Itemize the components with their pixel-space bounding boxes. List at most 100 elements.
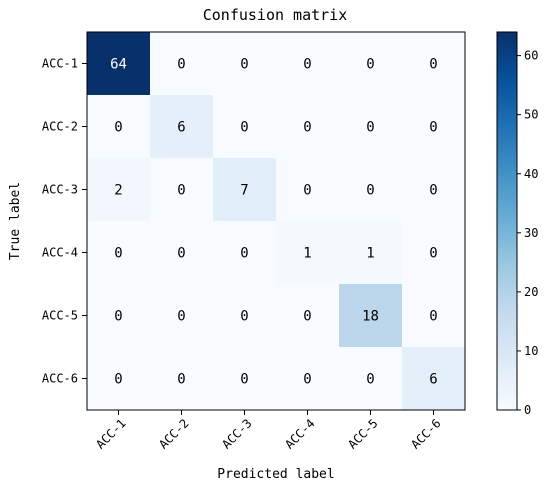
heatmap-cell (213, 284, 277, 348)
cell-value-label: 1 (303, 246, 311, 262)
y-tick-label: ACC-1 (42, 57, 78, 71)
heatmap-cell (402, 32, 466, 96)
cell-value-label: 0 (303, 57, 311, 73)
heatmap-cell (87, 284, 151, 348)
colorbar-tick-label: 50 (524, 108, 538, 122)
cell-value-label: 0 (114, 120, 122, 136)
heatmap-cell (213, 158, 277, 222)
cell-value-label: 0 (429, 57, 437, 73)
x-tick-label: ACC-3 (219, 416, 254, 451)
heatmap-cell (150, 158, 214, 222)
heatmap-cell (213, 221, 277, 285)
colorbar-ticks: 0 10 20 30 40 50 60 (517, 49, 538, 417)
colorbar-tick-label: 30 (524, 226, 538, 240)
cell-value-label: 0 (114, 309, 122, 325)
plot-frame (86, 31, 466, 411)
chart-title: Confusion matrix (203, 6, 348, 24)
cell-value-label: 1 (366, 246, 374, 262)
cell-value-label: 0 (240, 372, 248, 388)
cell-value-label: 0 (240, 246, 248, 262)
heatmap-cell (87, 221, 151, 285)
x-tick-label: ACC-1 (93, 416, 128, 451)
cell-value-label: 0 (177, 309, 185, 325)
cell-value-label: 64 (110, 57, 127, 73)
heatmap-cell (402, 284, 466, 348)
cell-value-label: 18 (362, 309, 379, 325)
colorbar-tick-label: 0 (524, 403, 531, 417)
heatmap-cell (402, 158, 466, 222)
cell-value-label: 0 (114, 246, 122, 262)
heatmap-cell (276, 221, 340, 285)
heatmap-cell (213, 32, 277, 96)
x-axis-label: Predicted label (217, 467, 334, 482)
cell-value-label: 0 (177, 183, 185, 199)
heatmap-cell (276, 95, 340, 159)
colorbar-tick-label: 60 (524, 49, 538, 63)
cell-value-label: 0 (366, 183, 374, 199)
cell-value-label: 0 (303, 309, 311, 325)
cell-value-label: 0 (429, 120, 437, 136)
heatmap-cell (87, 158, 151, 222)
y-axis-label: True label (8, 182, 23, 260)
cell-value-label: 0 (429, 309, 437, 325)
heatmap-cell (87, 347, 151, 411)
heatmap-cell (276, 158, 340, 222)
heatmap-cell (339, 95, 403, 159)
y-tick-label: ACC-2 (42, 120, 78, 134)
heatmap-cell (87, 32, 151, 96)
x-tick-label: ACC-2 (156, 416, 191, 451)
heatmap-cell (276, 347, 340, 411)
y-tick-label: ACC-6 (42, 372, 78, 386)
cell-value-label: 2 (114, 183, 122, 199)
heatmap-cell (150, 32, 214, 96)
cell-value-label: 7 (240, 183, 248, 199)
x-tick-label: ACC-6 (408, 416, 443, 451)
y-tick-label: ACC-5 (42, 309, 78, 323)
heatmap-cell (339, 347, 403, 411)
cell-value-label: 0 (177, 246, 185, 262)
y-tick-label: ACC-3 (42, 183, 78, 197)
y-tick-labels: ACC-1 ACC-2 ACC-3 ACC-4 ACC-5 ACC-6 (42, 57, 87, 386)
y-tick-label: ACC-4 (42, 246, 78, 260)
heatmap-cell (339, 284, 403, 348)
cell-value-label: 0 (429, 183, 437, 199)
cell-value-label: 0 (303, 183, 311, 199)
heatmap-cell (339, 32, 403, 96)
colorbar-tick-label: 10 (524, 344, 538, 358)
heatmap-cell (402, 347, 466, 411)
colorbar-tick-label: 40 (524, 167, 538, 181)
heatmap-cell (150, 347, 214, 411)
cell-value-label: 0 (114, 372, 122, 388)
heatmap-cell (150, 95, 214, 159)
cell-value-label: 0 (177, 372, 185, 388)
heatmap-cell (402, 221, 466, 285)
x-tick-label: ACC-4 (282, 416, 317, 451)
heatmap-cell (276, 32, 340, 96)
colorbar-tick-label: 20 (524, 285, 538, 299)
heatmap-cell (213, 347, 277, 411)
cell-value-label: 0 (429, 246, 437, 262)
heatmap-cell (87, 95, 151, 159)
heatmap-cell (402, 95, 466, 159)
cell-value-label: 0 (240, 57, 248, 73)
cell-value-label: 0 (366, 57, 374, 73)
heatmap-cell (213, 95, 277, 159)
cell-value-label: 0 (366, 120, 374, 136)
heatmap-cell (276, 284, 340, 348)
heatmap-cell (339, 221, 403, 285)
colorbar (496, 31, 518, 411)
x-tick-labels: ACC-1 ACC-2 ACC-3 ACC-4 ACC-5 ACC-6 (93, 410, 444, 452)
cell-value-label: 0 (240, 309, 248, 325)
cell-value-label: 0 (303, 372, 311, 388)
cell-value-label: 0 (366, 372, 374, 388)
heatmap-cell (150, 284, 214, 348)
cell-value-label: 0 (240, 120, 248, 136)
cell-value-label: 6 (177, 120, 185, 136)
cell-value-label: 0 (177, 57, 185, 73)
cell-value-label: 6 (429, 372, 437, 388)
heatmap-cells: 64 0 0 0 0 0 0 6 0 0 0 0 2 0 7 0 0 0 0 0 0 1 1 0 0 0 0 0 18 0 0 0 0 0 0 6 (87, 32, 466, 411)
heatmap-cell (339, 158, 403, 222)
heatmap-cell (150, 221, 214, 285)
x-tick-label: ACC-5 (345, 416, 380, 451)
